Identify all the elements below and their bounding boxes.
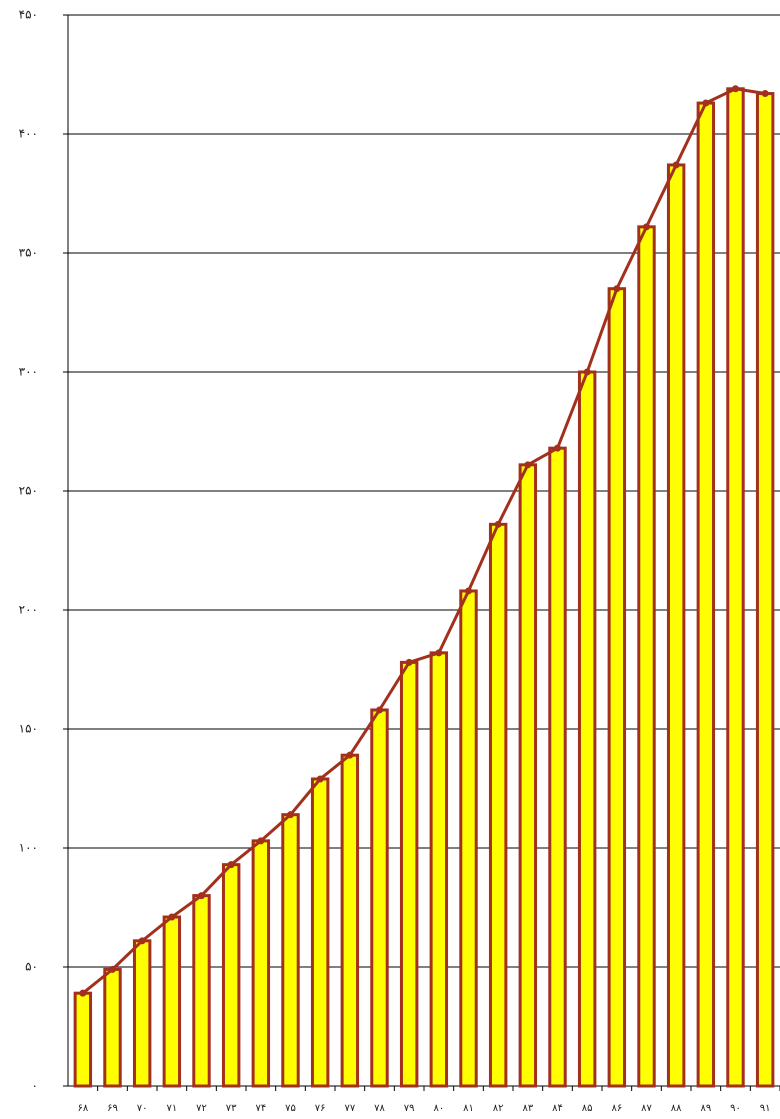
x-tick-label: ۸۱ bbox=[463, 1103, 474, 1114]
x-tick-label: ۷۳ bbox=[226, 1103, 237, 1114]
bar bbox=[221, 863, 241, 1088]
bar bbox=[607, 287, 627, 1088]
bar bbox=[310, 777, 330, 1088]
y-tick-label: ۳۰۰ bbox=[19, 365, 38, 379]
bar bbox=[340, 753, 360, 1088]
trend-line bbox=[81, 87, 766, 995]
x-tick-label: ۹۱ bbox=[760, 1103, 771, 1114]
bar bbox=[103, 967, 122, 1088]
bar bbox=[518, 463, 538, 1088]
line-marker bbox=[761, 90, 769, 98]
line-marker bbox=[494, 520, 502, 528]
bar bbox=[666, 163, 686, 1088]
line-marker bbox=[198, 892, 205, 900]
line-marker bbox=[465, 587, 472, 595]
bar bbox=[488, 522, 508, 1088]
x-tick-label: ۶۹ bbox=[107, 1103, 118, 1114]
x-tick-label: ۸۸ bbox=[671, 1103, 682, 1114]
bar bbox=[399, 660, 419, 1088]
line-marker bbox=[554, 444, 561, 452]
bar bbox=[577, 370, 597, 1088]
x-tick-label: ۷۹ bbox=[404, 1103, 415, 1114]
line-marker bbox=[79, 989, 87, 997]
bar bbox=[370, 708, 389, 1088]
y-tick-label: ۰ bbox=[32, 1079, 38, 1093]
line-marker bbox=[138, 937, 146, 945]
x-tick-label: ۸۵ bbox=[582, 1103, 593, 1114]
line-marker bbox=[316, 775, 324, 783]
x-tick-label: ۸۶ bbox=[611, 1103, 622, 1114]
x-tick-label: ۹۰ bbox=[730, 1103, 741, 1114]
y-tick-label: ۴۰۰ bbox=[19, 127, 38, 141]
x-tick-label: ۷۵ bbox=[285, 1103, 296, 1114]
x-tick-label: ۸۷ bbox=[641, 1103, 652, 1114]
x-tick-label: ۷۴ bbox=[255, 1103, 266, 1114]
line-marker bbox=[257, 837, 265, 845]
line-marker bbox=[643, 223, 650, 231]
x-tick-label: ۷۶ bbox=[315, 1103, 326, 1114]
line-marker bbox=[287, 811, 294, 819]
y-tick-label: ۲۰۰ bbox=[19, 603, 38, 617]
line-marker bbox=[346, 751, 354, 759]
line-marker bbox=[435, 649, 443, 657]
line-marker bbox=[732, 85, 739, 93]
x-tick-label: ۶۸ bbox=[77, 1103, 88, 1114]
x-tick-label: ۸۴ bbox=[552, 1103, 563, 1114]
x-tick-label: ۸۰ bbox=[433, 1103, 444, 1114]
bar bbox=[459, 589, 478, 1088]
y-tick-label: ۴۵۰ bbox=[19, 8, 38, 22]
y-tick-label: ۳۵۰ bbox=[19, 246, 38, 260]
bar bbox=[755, 92, 775, 1088]
x-tick-label: ۸۳ bbox=[522, 1103, 533, 1114]
bar bbox=[548, 446, 567, 1088]
bar bbox=[726, 87, 745, 1088]
y-tick-label: ۱۵۰ bbox=[19, 722, 38, 736]
x-tick-label: ۷۷ bbox=[344, 1103, 355, 1114]
bar bbox=[251, 839, 271, 1088]
line-marker bbox=[376, 706, 383, 714]
bar bbox=[73, 991, 93, 1088]
line-marker bbox=[613, 285, 621, 293]
x-tick-label: ۸۲ bbox=[493, 1103, 504, 1114]
line-marker bbox=[524, 461, 532, 469]
bar bbox=[132, 939, 152, 1088]
line-marker bbox=[672, 161, 680, 169]
line-marker bbox=[227, 861, 235, 869]
y-tick-label: ۲۵۰ bbox=[19, 484, 38, 498]
x-tick-label: ۷۲ bbox=[196, 1103, 207, 1114]
bar bbox=[696, 101, 716, 1088]
line-marker bbox=[702, 99, 710, 107]
bar bbox=[637, 225, 656, 1088]
line-marker bbox=[405, 658, 413, 666]
bar bbox=[429, 651, 449, 1088]
bar bbox=[192, 894, 211, 1088]
y-tick-label: ۱۰۰ bbox=[19, 841, 38, 855]
line-marker bbox=[109, 965, 116, 973]
x-tick-label: ۷۸ bbox=[374, 1103, 385, 1114]
x-tick-label: ۷۱ bbox=[166, 1103, 177, 1114]
line-marker bbox=[583, 368, 591, 376]
x-tick-label: ۷۰ bbox=[137, 1103, 148, 1114]
y-tick-label: ۵۰ bbox=[25, 960, 38, 974]
x-tick-label: ۸۹ bbox=[700, 1103, 711, 1114]
bar bbox=[162, 915, 182, 1088]
line-marker bbox=[168, 913, 176, 921]
bar bbox=[281, 813, 300, 1088]
